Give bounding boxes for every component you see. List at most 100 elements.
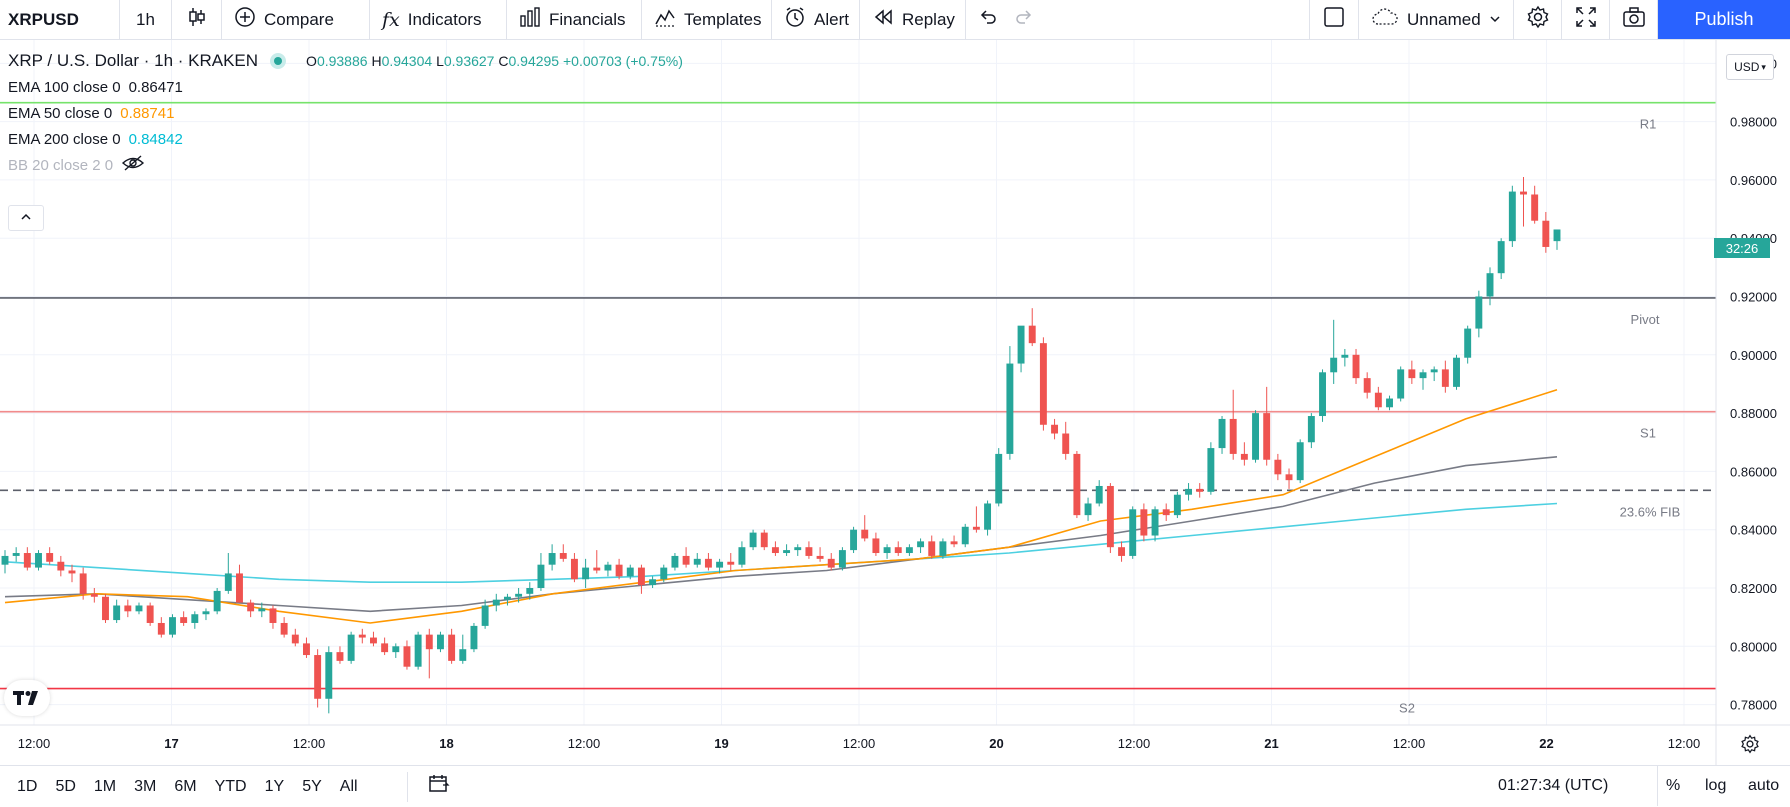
legend-ema50[interactable]: EMA 50 close 0 0.88741 <box>8 100 683 126</box>
fullscreen-button[interactable] <box>1562 0 1610 39</box>
price-chart[interactable]: R1 Pivot S1 23.6% FIB S2 0.78000 0.80000 0.820… <box>0 40 1790 765</box>
timeframe-button[interactable]: 1h <box>120 0 172 39</box>
log-scale-toggle[interactable]: log <box>1705 766 1726 806</box>
candle-body <box>258 608 266 612</box>
candle <box>593 550 601 574</box>
symbol-search-button[interactable]: XRPUSD <box>0 0 120 39</box>
candle <box>46 547 54 565</box>
candle <box>738 541 746 568</box>
high-value: 0.94304 <box>381 53 433 69</box>
candle-body <box>12 553 20 556</box>
percent-label: % <box>1666 777 1681 794</box>
symbol-label: XRPUSD <box>8 9 79 29</box>
templates-label: Templates <box>684 9 762 29</box>
publish-button[interactable]: Publish <box>1658 0 1790 39</box>
candle-body <box>615 564 623 577</box>
candle-body <box>1453 357 1460 387</box>
range-6m[interactable]: 6M <box>174 777 197 795</box>
candle <box>1508 185 1516 247</box>
candle-body <box>1252 413 1259 460</box>
candle <box>1 550 9 574</box>
candle <box>1118 541 1126 562</box>
candle <box>369 631 377 647</box>
candle-body <box>1185 488 1193 495</box>
range-5d[interactable]: 5D <box>55 777 76 795</box>
range-1d[interactable]: 1D <box>17 777 38 795</box>
time-tick-label: 22 <box>1539 736 1553 751</box>
alert-button[interactable]: Alert <box>772 0 860 39</box>
square-layout-icon <box>1323 6 1345 33</box>
alert-label: Alert <box>814 9 849 29</box>
candle <box>984 500 992 536</box>
axis-settings-gear-icon[interactable] <box>1736 730 1764 758</box>
candle <box>503 593 511 606</box>
candle-body <box>303 643 310 656</box>
financials-button[interactable]: Financials <box>507 0 642 39</box>
compare-button[interactable]: Compare <box>222 0 370 39</box>
range-3m[interactable]: 3M <box>134 777 157 795</box>
range-ytd[interactable]: YTD <box>214 777 247 795</box>
range-1m[interactable]: 1M <box>93 777 117 795</box>
legend-ema200[interactable]: EMA 200 close 0 0.84842 <box>8 126 683 152</box>
legend-ema100[interactable]: EMA 100 close 0 0.86471 <box>8 74 683 100</box>
indicators-button[interactable]: fx Indicators <box>370 0 507 39</box>
price-tick-label: 0.96000 <box>1730 173 1777 188</box>
candle <box>749 529 757 551</box>
candle <box>358 628 366 644</box>
undo-icon[interactable] <box>978 7 998 32</box>
currency-label: USD <box>1734 60 1760 74</box>
collapse-legend-button[interactable] <box>8 205 44 231</box>
chart-type-button[interactable] <box>172 0 222 39</box>
range-1y[interactable]: 1Y <box>264 777 285 795</box>
candle <box>448 628 456 664</box>
candle <box>492 593 500 612</box>
templates-button[interactable]: Templates <box>642 0 772 39</box>
layout-name-button[interactable]: Unnamed <box>1359 0 1514 39</box>
pivot-levels: R1 Pivot S1 23.6% FIB S2 <box>0 101 1716 716</box>
tradingview-logo-icon[interactable] <box>4 680 50 716</box>
currency-button[interactable]: USD ▾ <box>1726 54 1774 80</box>
candle-body <box>1095 485 1103 504</box>
auto-scale-toggle[interactable]: auto <box>1748 766 1779 806</box>
candle <box>258 602 266 618</box>
time-tick-label: 12:00 <box>1668 736 1701 751</box>
candle-body <box>1508 191 1516 242</box>
candle-body <box>972 526 980 530</box>
utc-clock[interactable]: 01:27:34 (UTC) <box>1498 766 1608 806</box>
candle <box>1296 439 1304 484</box>
candle <box>347 631 355 664</box>
percent-scale-toggle[interactable]: % <box>1657 766 1680 806</box>
replay-button[interactable]: Replay <box>860 0 966 39</box>
candle <box>247 599 255 618</box>
candle <box>1252 410 1259 463</box>
candle <box>649 576 657 588</box>
candle-body <box>68 570 76 574</box>
candle <box>1218 416 1226 454</box>
candle-body <box>1341 354 1349 358</box>
candle <box>1240 442 1248 466</box>
candle <box>1531 185 1539 224</box>
eye-crossed-icon[interactable] <box>121 154 145 176</box>
candle-body <box>224 573 232 591</box>
candle-body <box>124 605 132 612</box>
legend-bb[interactable]: BB 20 close 2 0 <box>8 152 683 178</box>
candle-body <box>492 599 500 606</box>
candle <box>816 547 824 562</box>
candle <box>470 622 478 653</box>
candle-body <box>325 652 333 699</box>
candle-body <box>850 529 858 551</box>
level-label: R1 <box>1640 117 1657 132</box>
settings-button[interactable] <box>1514 0 1562 39</box>
candle <box>1363 372 1371 399</box>
candle-body <box>414 634 422 667</box>
candle <box>1095 480 1103 507</box>
go-to-date-button[interactable] <box>406 771 450 802</box>
range-5y[interactable]: 5Y <box>302 777 322 795</box>
candle-body <box>358 634 366 638</box>
range-all[interactable]: All <box>339 777 358 795</box>
symbol-title[interactable]: XRP / U.S. Dollar · 1h · KRAKEN <box>8 51 259 70</box>
redo-icon[interactable] <box>1014 7 1034 32</box>
ema50-value: 0.88741 <box>120 104 175 122</box>
layout-select-button[interactable] <box>1309 0 1359 39</box>
snapshot-button[interactable] <box>1610 0 1658 39</box>
